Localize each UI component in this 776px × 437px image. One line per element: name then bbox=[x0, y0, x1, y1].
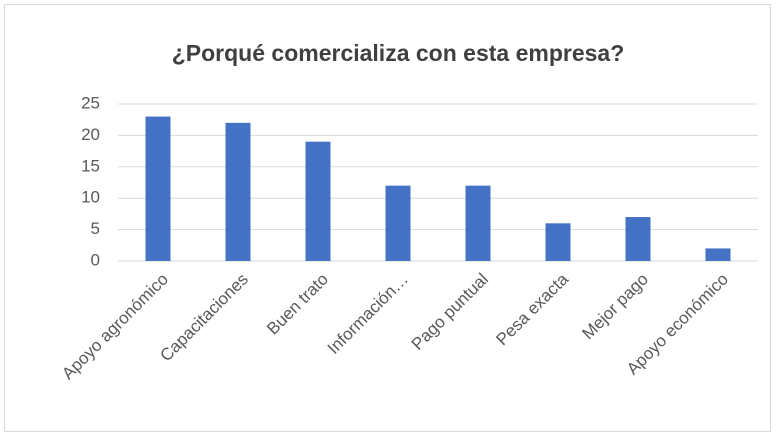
bar bbox=[465, 185, 491, 261]
chart-title: ¿Porqué comercializa con esta empresa? bbox=[172, 40, 625, 66]
y-tick-label: 25 bbox=[81, 93, 100, 112]
bar bbox=[225, 122, 251, 261]
y-tick-label: 0 bbox=[91, 250, 100, 269]
bar bbox=[705, 248, 731, 261]
y-tick-label: 15 bbox=[81, 156, 100, 175]
bar bbox=[145, 116, 171, 261]
bar bbox=[305, 141, 331, 261]
y-tick-label: 5 bbox=[91, 219, 100, 238]
y-tick-label: 10 bbox=[81, 188, 100, 207]
y-tick-label: 20 bbox=[81, 125, 100, 144]
bar bbox=[385, 185, 411, 261]
bar bbox=[625, 217, 651, 261]
bar bbox=[545, 223, 571, 261]
